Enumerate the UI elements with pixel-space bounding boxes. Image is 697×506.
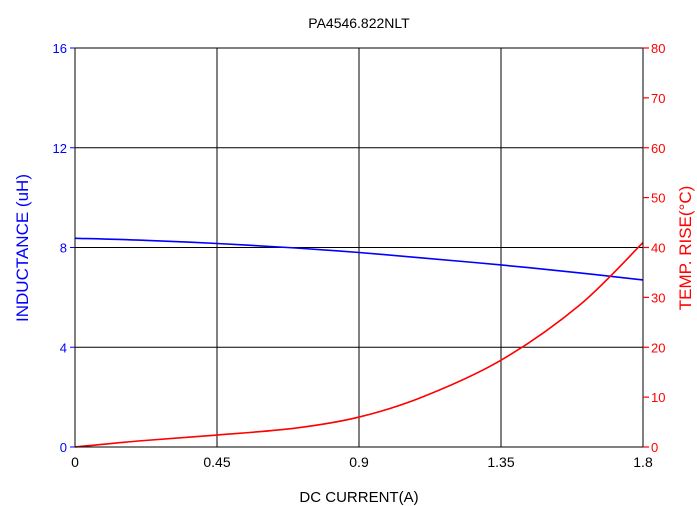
y-left-tick-label: 0 [60,440,67,455]
y-axis-left-label: INDUCTANCE (uH) [13,174,32,322]
x-tick-label: 0.45 [203,454,230,470]
y-right-tick-label: 30 [651,290,665,305]
x-tick-label: 1.8 [633,454,653,470]
temp-rise-series-line [74,241,644,448]
x-axis-label: DC CURRENT(A) [299,489,418,506]
inductance-series-line [74,237,644,281]
series-lines [74,237,644,448]
y-right-tick-label: 70 [651,91,665,106]
chart-title: PA4546.822NLT [308,15,410,31]
x-tick-label: 0.9 [349,454,369,470]
y-right-tick-label: 60 [651,141,665,156]
y-right-tick-label: 50 [651,191,665,206]
y-axis-right-label: TEMP. RISE(°C) [676,186,695,311]
y-right-tick-label: 10 [651,390,665,405]
y-left-tick-label: 8 [60,241,67,256]
x-tick-label: 1.35 [487,454,514,470]
y-left-tick-label: 16 [53,41,67,56]
y-right-tick-label: 20 [651,340,665,355]
y-left-tick-label: 12 [53,141,67,156]
x-tick-label: 0 [71,454,79,470]
y-right-tick-label: 80 [651,41,665,56]
y-right-tick-label: 0 [651,440,658,455]
y-right-tick-label: 40 [651,241,665,256]
y-left-tick-label: 4 [60,340,67,355]
grid-lines [74,47,644,448]
